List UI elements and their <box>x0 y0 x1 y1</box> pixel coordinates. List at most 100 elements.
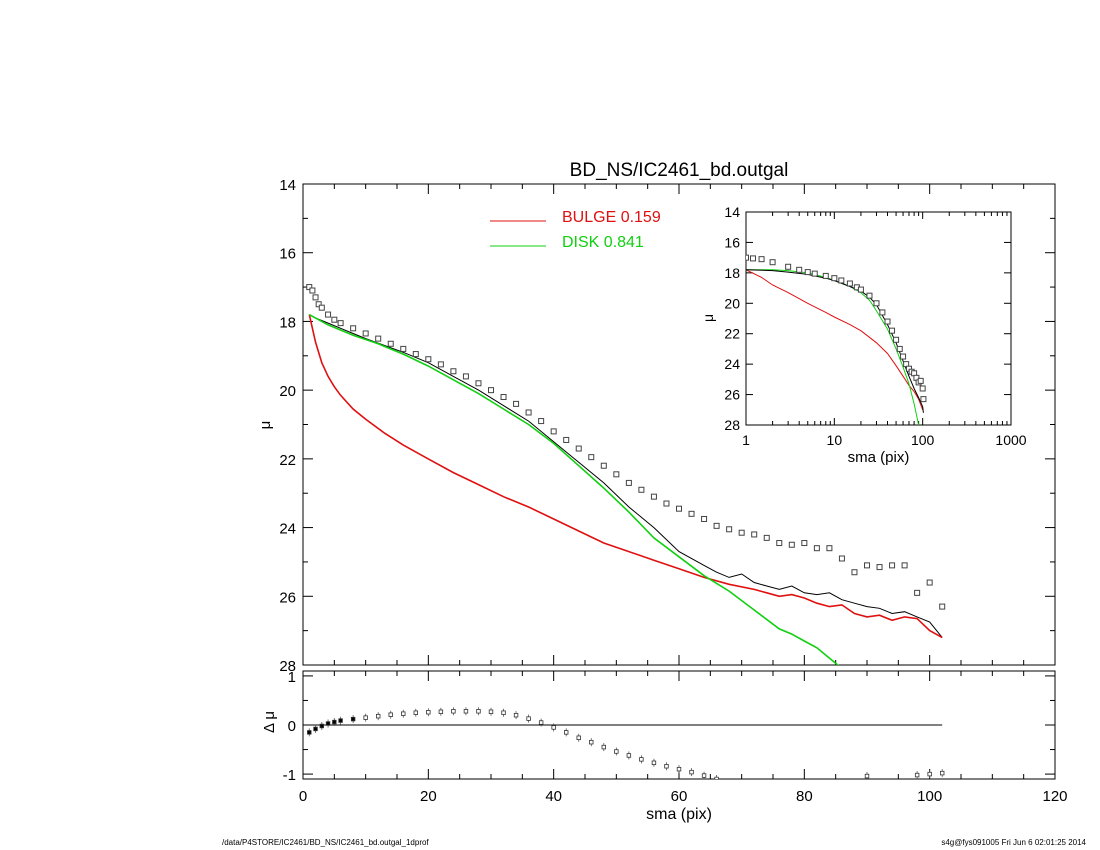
residual-point <box>413 710 418 715</box>
x-tick-label: 10 <box>827 432 843 448</box>
data-point <box>350 325 357 332</box>
residual-point <box>513 712 519 718</box>
data-point <box>538 418 545 425</box>
residual-point <box>676 766 682 772</box>
data-point <box>437 361 444 368</box>
residual-point <box>313 726 318 732</box>
inset-data-point <box>873 300 880 307</box>
y-tick-label: 14 <box>724 204 740 220</box>
data-point <box>625 479 632 486</box>
data-point <box>650 493 657 500</box>
inset-data-point <box>866 292 873 299</box>
inset-data-point <box>900 353 907 360</box>
inset-data-point <box>822 272 829 279</box>
data-point <box>638 486 645 493</box>
data-point <box>337 320 344 327</box>
x-axis-label: sma (pix) <box>646 806 712 823</box>
residual-point <box>664 764 669 769</box>
data-point <box>926 579 933 586</box>
inset-x-axis-label: sma (pix) <box>848 449 910 466</box>
residual-point <box>626 753 632 758</box>
residual-point <box>701 773 707 778</box>
residual-point <box>914 772 920 778</box>
data-point <box>309 287 316 294</box>
residual-plot-area <box>307 707 945 779</box>
data-point <box>462 373 469 380</box>
y-tick-label: 28 <box>279 658 296 675</box>
inset-data-point <box>920 396 927 403</box>
data-point <box>425 356 432 363</box>
data-point <box>876 564 883 571</box>
footer-file-path: /data/P4STORE/IC2461/BD_NS/IC2461_bd.out… <box>222 838 429 847</box>
inset-data-point <box>879 309 886 316</box>
residual-point <box>714 776 719 779</box>
residual-point <box>501 710 506 715</box>
y-tick-label: 20 <box>279 383 296 400</box>
data-point <box>306 284 313 291</box>
inset-data-point <box>838 277 845 284</box>
x-tick-label: 60 <box>671 788 688 805</box>
residual-point <box>927 771 932 777</box>
residual-point <box>426 710 431 715</box>
residual-point <box>325 721 331 726</box>
inset-bulge-line <box>746 269 924 410</box>
data-point <box>588 454 595 461</box>
residual-point <box>940 770 945 776</box>
data-point <box>813 545 820 552</box>
x-tick-label: 0 <box>299 788 307 805</box>
data-point <box>513 400 520 407</box>
model-series-line <box>309 314 943 638</box>
inset-data-point <box>796 266 803 273</box>
inset-model-line <box>746 269 924 413</box>
data-point <box>776 540 783 547</box>
y-tick-label: 24 <box>279 521 296 538</box>
data-point <box>400 345 407 352</box>
data-point <box>864 562 870 569</box>
data-point <box>914 589 921 596</box>
data-point <box>500 394 507 401</box>
data-point <box>525 409 532 416</box>
y-tick-label: 26 <box>724 387 740 403</box>
residual-point <box>651 760 657 765</box>
data-point <box>312 294 319 301</box>
inset-data-point <box>889 327 896 334</box>
residual-point <box>589 739 594 745</box>
data-point <box>450 368 457 375</box>
disk-series-line <box>308 313 840 665</box>
x-tick-label: 100 <box>911 432 935 448</box>
x-tick-label: 1000 <box>995 432 1026 448</box>
inset-data-point <box>769 259 776 266</box>
data-point <box>613 471 620 478</box>
residual-point <box>538 720 544 725</box>
y-tick-label: 0 <box>288 718 296 735</box>
data-point <box>826 545 833 552</box>
residual-point <box>307 730 312 735</box>
inset-data-point <box>846 280 853 287</box>
residual-point <box>463 709 469 714</box>
residual-point <box>551 725 556 730</box>
inset-data-point <box>746 254 749 261</box>
inset-data-point <box>749 255 756 262</box>
residual-point <box>363 715 368 720</box>
main-plot-area <box>306 284 946 665</box>
y-tick-label: 16 <box>724 234 740 250</box>
residual-point <box>488 709 494 714</box>
x-tick-label: 1 <box>742 432 750 448</box>
main-panel: 14 16 18 20 22 24 26 28 μ BULGE 0.159 DISK 0.841 <box>257 177 1056 675</box>
inset-data-point <box>917 377 924 384</box>
residual-point <box>451 709 456 714</box>
y-tick-label: 28 <box>724 417 740 433</box>
data-point <box>575 445 582 452</box>
x-tick-label: 20 <box>420 788 437 805</box>
residual-point <box>689 769 694 775</box>
inset-data-point <box>785 263 792 270</box>
y-tick-label: -1 <box>283 767 296 784</box>
data-point <box>838 555 845 562</box>
data-point <box>387 340 394 347</box>
inset-data-point <box>831 275 838 282</box>
data-point <box>331 316 338 323</box>
residual-point <box>401 711 406 716</box>
residual-y-axis-label: Δ μ <box>261 711 278 733</box>
y-tick-label: 18 <box>724 265 740 281</box>
